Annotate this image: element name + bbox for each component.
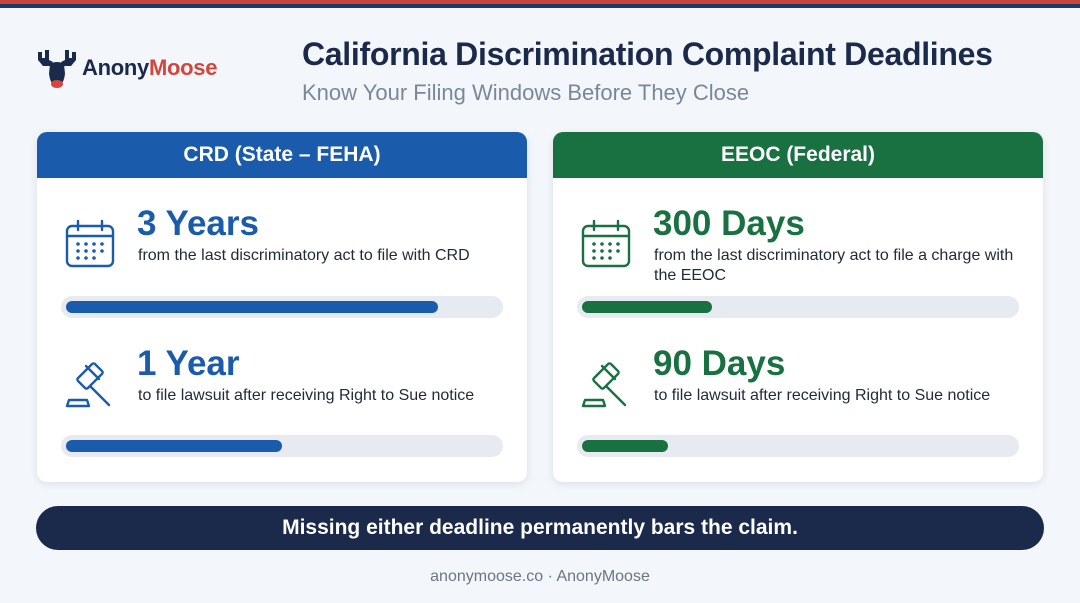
crd-lawsuit-progress-track: [61, 435, 503, 457]
eeoc-lawsuit-progress-fill: [582, 440, 668, 452]
crd-filing-description: from the last discriminatory act to file…: [138, 247, 470, 264]
eeoc-filing-progress-track: [577, 296, 1019, 318]
brand-name-part1: Anony: [82, 55, 149, 80]
warning-banner: Missing either deadline permanently bars…: [36, 506, 1044, 550]
top-accent-stripe: [0, 0, 1080, 4]
brand-name-part2: Moose: [148, 55, 218, 80]
eeoc-filing-value: 300 Days: [653, 204, 805, 243]
crd-filing-progress-fill: [66, 301, 438, 313]
gavel-icon: [65, 362, 111, 408]
calendar-icon: [65, 219, 115, 268]
calendar-icon: [581, 219, 631, 268]
eeoc-filing-progress-fill: [582, 301, 712, 313]
crd-lawsuit-value: 1 Year: [137, 344, 240, 383]
crd-card-heading: CRD (State – FEHA): [37, 132, 527, 178]
crd-filing-progress-track: [61, 296, 503, 318]
gavel-icon: [581, 362, 627, 408]
footer-credit: anonymoose.co · AnonyMoose: [430, 568, 650, 585]
eeoc-lawsuit-progress-track: [577, 435, 1019, 457]
top-stripe: [0, 0, 1080, 8]
crd-card: CRD (State – FEHA) 3 Years from the last…: [37, 132, 527, 482]
eeoc-lawsuit-description: to file lawsuit after receiving Right to…: [654, 387, 991, 404]
brand-logo: AnonyMoose: [36, 46, 217, 90]
eeoc-lawsuit-value: 90 Days: [653, 344, 786, 383]
eeoc-card: EEOC (Federal) 300 Days from the last di…: [553, 132, 1043, 482]
page-subtitle: Know Your Filing Windows Before They Clo…: [302, 80, 750, 105]
eeoc-card-heading: EEOC (Federal): [553, 132, 1043, 178]
crd-lawsuit-progress-fill: [66, 440, 282, 452]
brand-name: AnonyMoose: [82, 55, 217, 81]
moose-head-icon: [38, 50, 76, 88]
crd-filing-value: 3 Years: [137, 204, 259, 243]
page-title: California Discrimination Complaint Dead…: [302, 36, 993, 72]
crd-lawsuit-description: to file lawsuit after receiving Right to…: [138, 387, 475, 404]
eeoc-filing-description: from the last discriminatory act to file…: [654, 247, 1014, 284]
